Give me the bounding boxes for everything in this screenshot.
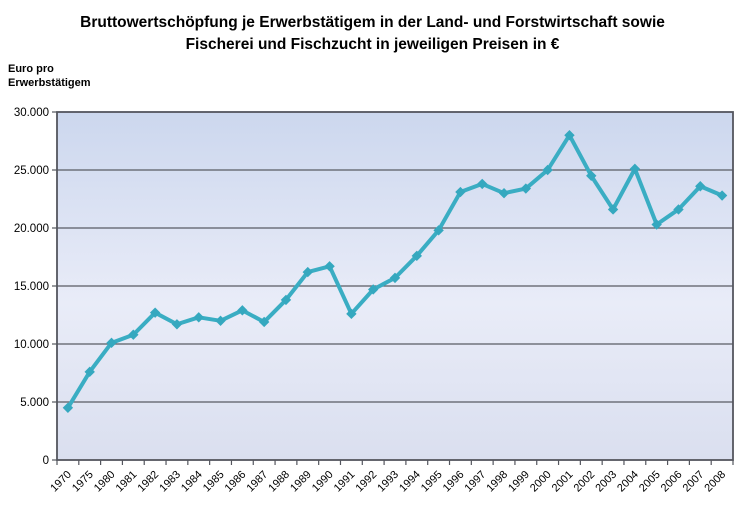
x-axis-tick-label: 2006 <box>659 469 685 495</box>
data-point-marker <box>455 186 466 198</box>
data-point-marker <box>171 319 183 330</box>
x-axis-tick-label: 1983 <box>157 469 183 495</box>
x-axis-tick-label: 2008 <box>702 469 728 495</box>
data-point-marker <box>586 170 597 181</box>
data-point-marker <box>695 181 706 192</box>
data-point-marker <box>629 163 641 175</box>
x-axis-tick-label: 1996 <box>441 469 467 495</box>
data-point-marker <box>367 284 379 295</box>
data-point-marker <box>193 312 204 323</box>
x-axis-tick-label: 1987 <box>244 469 270 495</box>
data-point-marker <box>651 219 662 230</box>
x-axis-tick-label: 1981 <box>114 469 140 495</box>
data-point-marker <box>716 190 728 201</box>
data-point-marker <box>411 250 423 262</box>
x-axis-tick-label: 1970 <box>48 469 74 495</box>
data-point-marker <box>258 316 270 328</box>
data-point-marker <box>607 204 619 215</box>
x-axis-tick-label: 2005 <box>637 469 663 495</box>
x-axis-tick-label: 1984 <box>179 469 205 495</box>
data-point-marker <box>498 188 510 199</box>
x-axis-tick-label: 1990 <box>310 469 336 495</box>
y-axis-tick-label: 0 <box>43 455 49 467</box>
x-axis-tick-label: 1986 <box>223 469 249 495</box>
x-axis-tick-label: 2002 <box>572 469 598 495</box>
data-point-marker <box>106 337 117 349</box>
chart-title-line1: Bruttowertschöpfung je Erwerbstätigem in… <box>80 14 665 31</box>
x-axis-tick-label: 1991 <box>332 469 358 495</box>
data-point-marker <box>128 329 139 340</box>
data-point-marker <box>280 294 292 306</box>
y-axis-unit-line2: Erwerbstätigem <box>8 77 91 89</box>
y-axis-tick-label: 25.000 <box>14 165 49 177</box>
data-point-marker <box>215 315 226 326</box>
y-axis-tick-label: 10.000 <box>14 339 49 351</box>
x-axis-tick-label: 1980 <box>92 469 118 495</box>
y-axis-unit-label: Euro pro Erwerbstätigem <box>8 62 91 90</box>
x-axis-tick-label: 1997 <box>463 469 489 495</box>
x-axis-tick-label: 2000 <box>528 469 554 495</box>
x-axis-tick-label: 1989 <box>288 469 314 495</box>
x-axis-tick-label: 1995 <box>419 469 445 495</box>
x-axis-tick-label: 1988 <box>266 469 292 495</box>
x-axis-tick-label: 1975 <box>70 469 96 495</box>
chart-title: Bruttowertschöpfung je Erwerbstätigem in… <box>0 12 745 56</box>
x-axis-tick-label: 2003 <box>593 469 619 495</box>
chart-title-line2: Fischerei und Fischzucht in jeweiligen P… <box>185 36 560 53</box>
x-axis-tick-label: 1993 <box>375 469 401 495</box>
x-axis-tick-label: 1985 <box>201 469 227 495</box>
y-axis-tick-label: 30.000 <box>14 107 49 119</box>
x-axis-tick-label: 1994 <box>397 469 423 495</box>
data-point-marker <box>542 164 553 176</box>
y-axis-tick-label: 5.000 <box>20 397 49 409</box>
data-point-marker <box>673 204 684 215</box>
data-point-marker <box>302 266 313 278</box>
data-point-marker <box>149 307 161 318</box>
data-point-marker <box>389 272 401 284</box>
y-axis-tick-label: 20.000 <box>14 223 49 235</box>
x-axis-tick-label: 1998 <box>484 469 510 495</box>
x-axis-tick-label: 2007 <box>681 469 707 495</box>
data-point-marker <box>346 308 357 320</box>
y-axis-tick-label: 15.000 <box>14 281 49 293</box>
data-point-marker <box>564 130 575 141</box>
data-point-marker <box>84 366 95 378</box>
x-axis-tick-label: 1999 <box>506 469 532 495</box>
data-point-marker <box>520 183 532 194</box>
y-axis-unit-line1: Euro pro <box>8 63 54 75</box>
x-axis-tick-label: 1982 <box>135 469 161 495</box>
x-axis-tick-label: 2001 <box>550 469 576 495</box>
data-point-marker <box>433 225 444 236</box>
x-axis-tick-label: 1992 <box>354 469 380 495</box>
data-point-marker <box>324 261 335 272</box>
x-axis-tick-label: 2004 <box>615 469 641 495</box>
data-point-marker <box>62 402 74 413</box>
plot-border <box>56 111 734 461</box>
data-point-marker <box>477 178 488 190</box>
data-point-marker <box>237 305 248 316</box>
